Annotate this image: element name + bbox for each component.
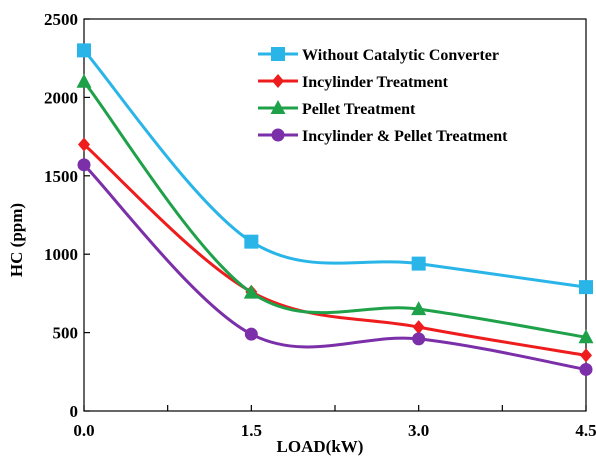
axis-layer: 0 500 1000 1500 2000 2500 0.0 1.5 3.0 4.5: [44, 10, 596, 440]
data-point: [580, 348, 592, 363]
data-point: [78, 137, 90, 152]
data-point: [411, 301, 427, 316]
legend-label: Incylinder & Pellet Treatment: [302, 128, 508, 145]
x-axis-title: LOAD(kW): [277, 437, 364, 456]
y-tick-label: 0: [70, 402, 79, 421]
series-4: [77, 158, 593, 376]
legend-label: Pellet Treatment: [302, 101, 416, 118]
data-point: [244, 327, 258, 341]
data-point: [77, 43, 91, 58]
legend-entry-4: Incylinder & Pellet Treatment: [258, 128, 508, 145]
data-point: [412, 320, 425, 335]
series-2: [78, 137, 592, 363]
legend-label: Without Catalytic Converter: [302, 47, 499, 64]
data-point: [411, 256, 426, 271]
legend-label: Incylinder Treatment: [302, 74, 449, 91]
legend-marker: [271, 47, 285, 61]
series-layer: [76, 43, 594, 376]
y-tick-label: 2500: [44, 10, 78, 29]
data-point: [579, 280, 593, 295]
legend-marker: [272, 74, 284, 88]
y-tick-label: 1000: [44, 245, 78, 264]
series-line: [82, 163, 587, 371]
series-1: [77, 43, 593, 295]
data-point: [244, 234, 259, 249]
legend: Without Catalytic Converter Incylinder Tr…: [258, 47, 508, 145]
data-point: [579, 362, 593, 376]
y-tick-label: 1500: [44, 167, 78, 186]
y-tick-label: 2000: [44, 88, 78, 107]
data-point: [76, 73, 92, 88]
x-tick-label: 0.0: [73, 421, 94, 440]
legend-entry-1: Without Catalytic Converter: [258, 47, 499, 64]
series-line: [83, 143, 587, 357]
data-point: [243, 284, 259, 299]
series-line: [82, 80, 587, 339]
legend-entry-2: Incylinder Treatment: [258, 74, 449, 91]
series-3: [76, 73, 594, 344]
y-axis-title: HC (ppm): [7, 203, 26, 277]
data-point: [578, 329, 594, 344]
data-point: [412, 332, 426, 346]
data-point: [77, 158, 91, 172]
x-tick-label: 4.5: [575, 421, 596, 440]
legend-marker: [271, 128, 285, 142]
y-tick-label: 500: [53, 324, 79, 343]
legend-marker: [270, 100, 286, 114]
x-tick-label: 3.0: [408, 421, 429, 440]
legend-entry-3: Pellet Treatment: [258, 100, 416, 118]
series-line: [82, 49, 587, 289]
x-tick-label: 1.5: [241, 421, 262, 440]
